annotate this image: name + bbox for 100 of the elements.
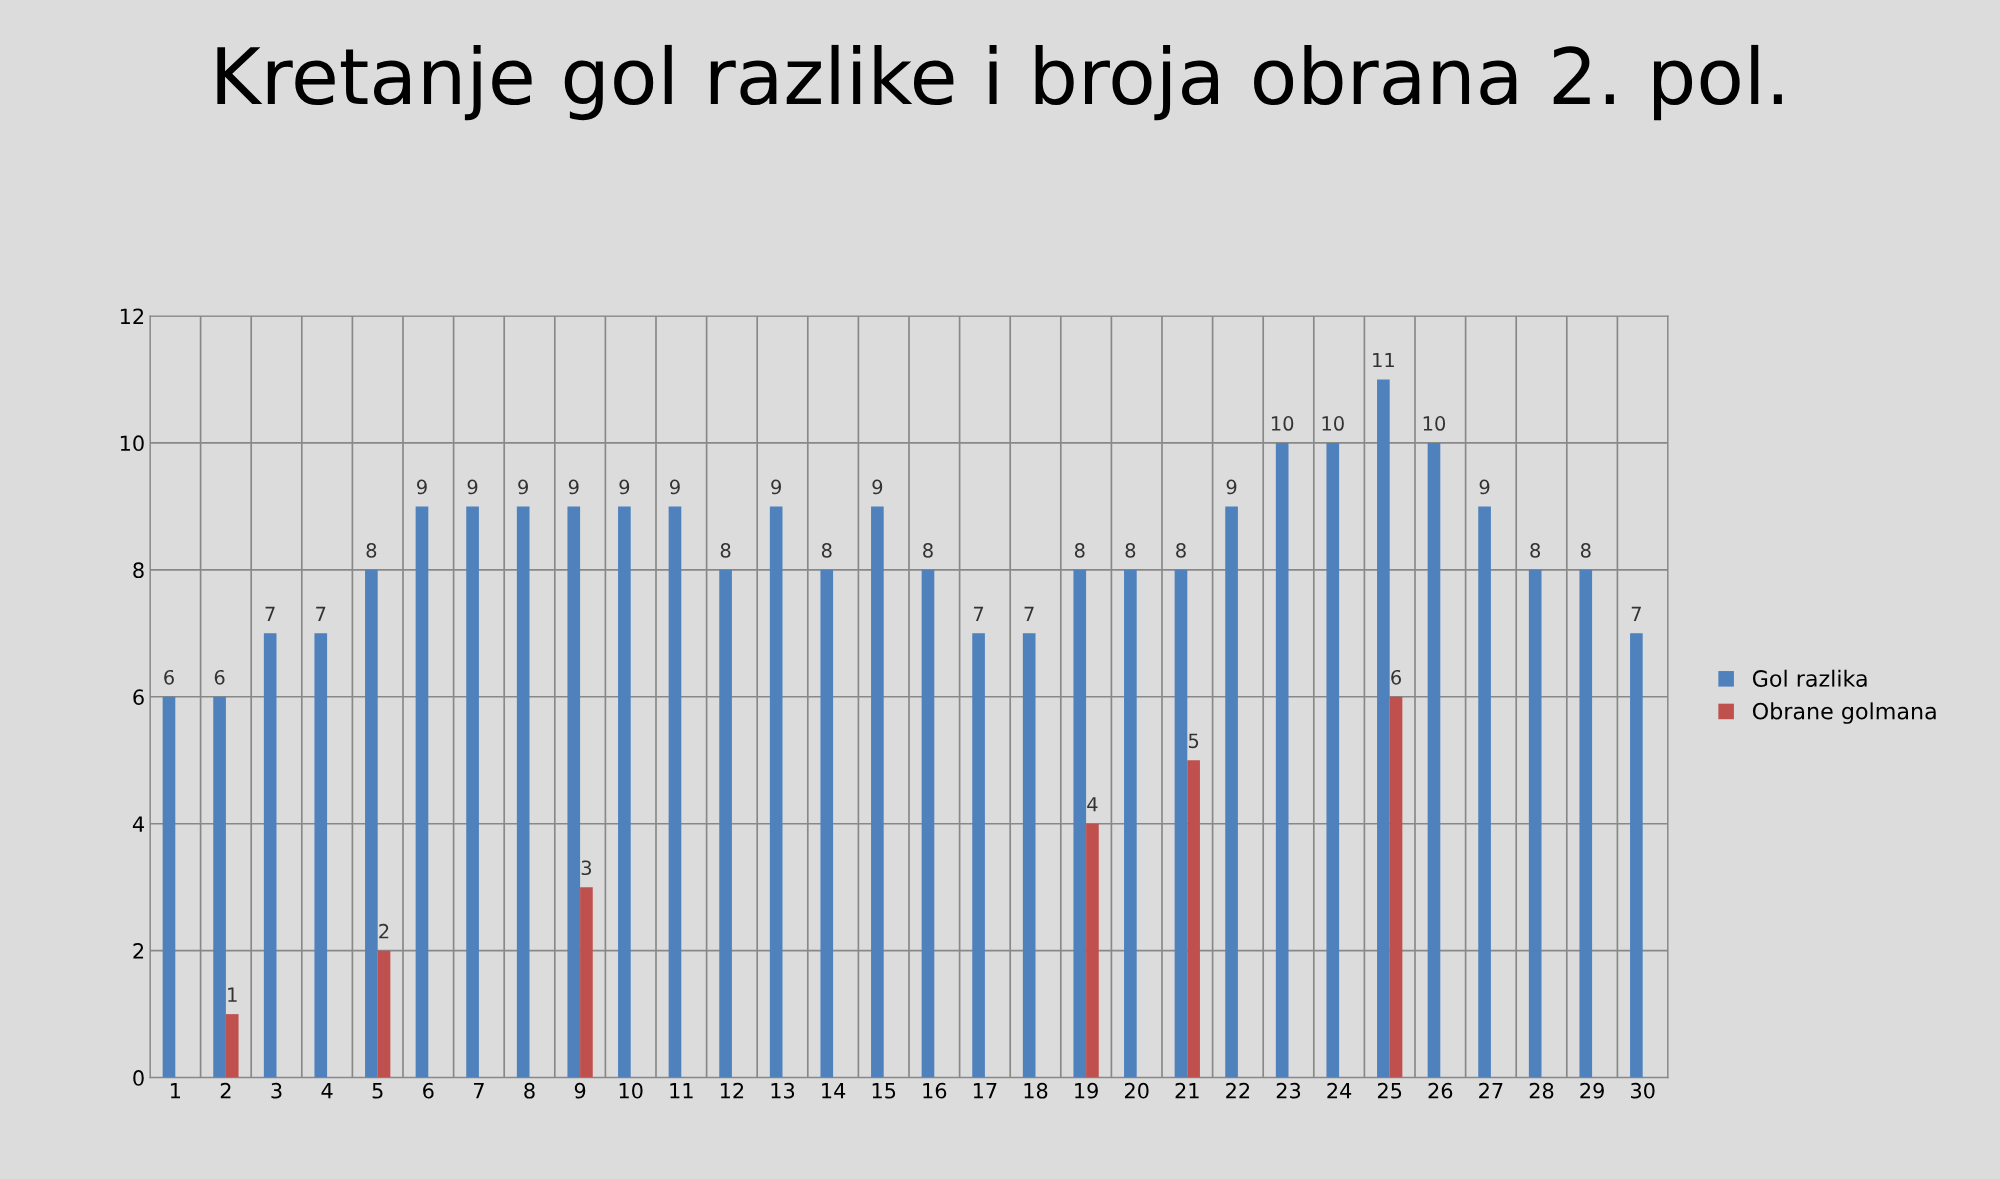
- data-label: 9: [467, 479, 478, 495]
- x-tick-label: 20: [1124, 1082, 1149, 1099]
- y-tick-label: 4: [132, 816, 144, 832]
- x-tick-label: 10: [619, 1082, 643, 1099]
- data-label: 8: [1074, 543, 1085, 558]
- bar: [263, 633, 277, 1078]
- bar: [1389, 696, 1403, 1078]
- data-label: 11: [1373, 352, 1394, 368]
- data-label: 9: [619, 479, 630, 495]
- data-label: 6: [214, 669, 225, 685]
- data-label: 2: [379, 923, 389, 939]
- bar: [1022, 633, 1036, 1078]
- x-tick-label: 6: [423, 1082, 434, 1099]
- x-tick-label: 14: [822, 1083, 846, 1099]
- bar: [769, 506, 783, 1078]
- data-label: 9: [417, 479, 427, 495]
- legend-label: Gol razlika: [1752, 669, 1867, 687]
- x-tick-label: 29: [1580, 1082, 1604, 1099]
- data-label: 10: [1423, 416, 1446, 431]
- bar: [1174, 569, 1188, 1078]
- x-tick-label: 13: [771, 1082, 795, 1099]
- data-label: 7: [265, 606, 275, 621]
- bar: [972, 633, 985, 1078]
- data-label: 9: [771, 479, 781, 495]
- y-tick-label: 12: [120, 308, 144, 324]
- data-label: 9: [518, 479, 528, 495]
- bar: [820, 569, 834, 1078]
- bar: [1073, 569, 1087, 1078]
- x-tick-label: 25: [1377, 1082, 1402, 1099]
- data-label: 5: [1188, 733, 1199, 749]
- bar: [580, 887, 593, 1078]
- x-tick-label: 22: [1226, 1082, 1250, 1099]
- x-tick-label: 15: [872, 1083, 896, 1099]
- bar: [1377, 379, 1390, 1078]
- bar: [921, 569, 935, 1078]
- x-tick-label: 28: [1529, 1082, 1554, 1099]
- chart-title: Kretanje gol razlike i broja obrana 2. pol.: [217, 44, 1782, 121]
- bar: [213, 696, 226, 1078]
- x-tick-label: 4: [321, 1083, 333, 1099]
- y-tick-label: 2: [133, 943, 144, 959]
- x-tick-label: 8: [524, 1082, 535, 1099]
- bar: [225, 1014, 239, 1078]
- data-label: 6: [164, 669, 174, 685]
- x-tick-label: 9: [574, 1082, 586, 1099]
- data-label: 9: [872, 479, 883, 495]
- bar: [162, 696, 176, 1078]
- bar: [1579, 569, 1593, 1078]
- data-label: 7: [1024, 606, 1034, 621]
- data-label: 8: [1176, 543, 1186, 558]
- data-label: 8: [1580, 543, 1591, 558]
- y-tick-label: 6: [133, 689, 144, 705]
- x-tick-label: 21: [1175, 1082, 1199, 1099]
- data-label: 8: [923, 543, 933, 558]
- bar: [314, 633, 328, 1078]
- bar: [377, 950, 391, 1078]
- data-label: 1: [228, 987, 237, 1002]
- data-label: 8: [821, 543, 832, 558]
- bar: [1225, 506, 1238, 1078]
- x-tick-label: 23: [1276, 1082, 1301, 1099]
- x-tick-label: 18: [1024, 1082, 1048, 1099]
- data-label: 9: [1479, 479, 1490, 495]
- bar: [365, 569, 378, 1078]
- bar: [516, 506, 530, 1078]
- data-label: 10: [1271, 416, 1294, 431]
- bar: [1326, 442, 1340, 1078]
- x-tick-label: 12: [720, 1082, 744, 1099]
- data-label: 7: [973, 606, 984, 621]
- x-tick-label: 11: [670, 1083, 693, 1099]
- bar: [1478, 506, 1491, 1078]
- bar: [1528, 569, 1542, 1078]
- data-label: 8: [1530, 543, 1541, 558]
- data-label: 4: [1087, 797, 1098, 812]
- legend-label: Obrane golmana: [1752, 702, 1936, 724]
- data-label: 10: [1322, 416, 1344, 431]
- bar: [466, 506, 479, 1078]
- data-label: 8: [1125, 543, 1136, 558]
- x-tick-label: 3: [271, 1082, 282, 1099]
- data-label: 8: [366, 543, 377, 558]
- x-tick-label: 26: [1428, 1082, 1453, 1099]
- bar: [719, 569, 732, 1078]
- bar: [415, 506, 429, 1078]
- data-label: 7: [316, 606, 326, 621]
- bar: [567, 506, 581, 1078]
- x-tick-label: 19: [1075, 1082, 1098, 1099]
- data-label: 7: [1631, 606, 1641, 621]
- bar: [1187, 760, 1200, 1078]
- data-label: 9: [568, 479, 579, 495]
- bar: [1275, 442, 1289, 1078]
- data-label: 9: [1226, 479, 1237, 495]
- bar: [1630, 633, 1643, 1078]
- x-tick-label: 2: [220, 1082, 231, 1099]
- bar: [1427, 442, 1441, 1078]
- x-tick-label: 30: [1631, 1082, 1655, 1099]
- x-tick-label: 27: [1479, 1082, 1503, 1099]
- bar: [871, 506, 884, 1078]
- data-label: 3: [581, 860, 592, 876]
- x-tick-label: 5: [372, 1083, 383, 1099]
- y-tick-label: 8: [133, 562, 144, 579]
- y-tick-label: 10: [120, 435, 144, 452]
- data-label: 8: [720, 543, 731, 558]
